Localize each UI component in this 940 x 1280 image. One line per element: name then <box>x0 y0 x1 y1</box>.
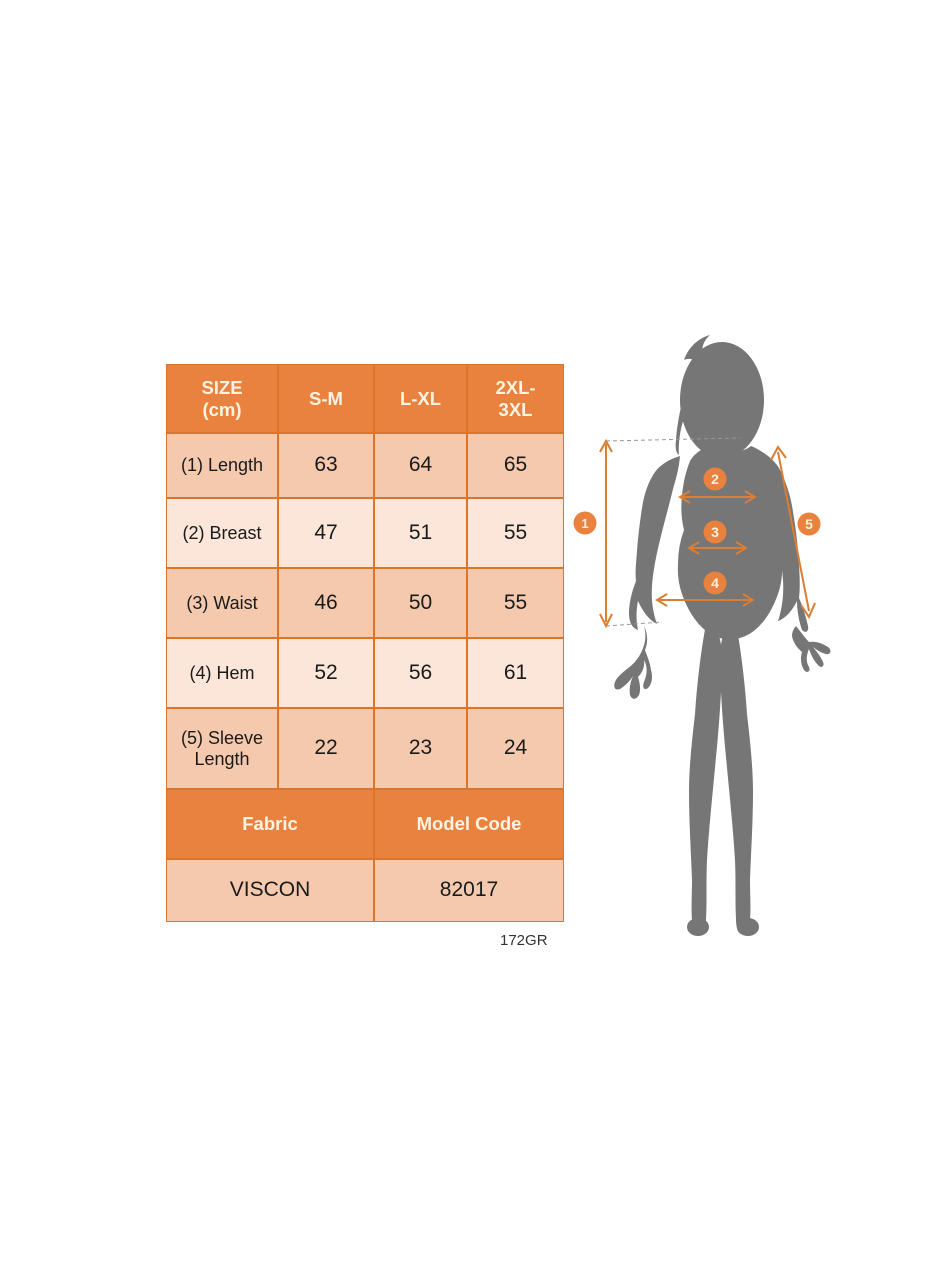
svg-text:5: 5 <box>805 516 813 532</box>
svg-text:3: 3 <box>711 524 719 540</box>
svg-text:1: 1 <box>581 516 588 531</box>
svg-text:4: 4 <box>711 575 719 591</box>
svg-text:2: 2 <box>711 471 719 487</box>
